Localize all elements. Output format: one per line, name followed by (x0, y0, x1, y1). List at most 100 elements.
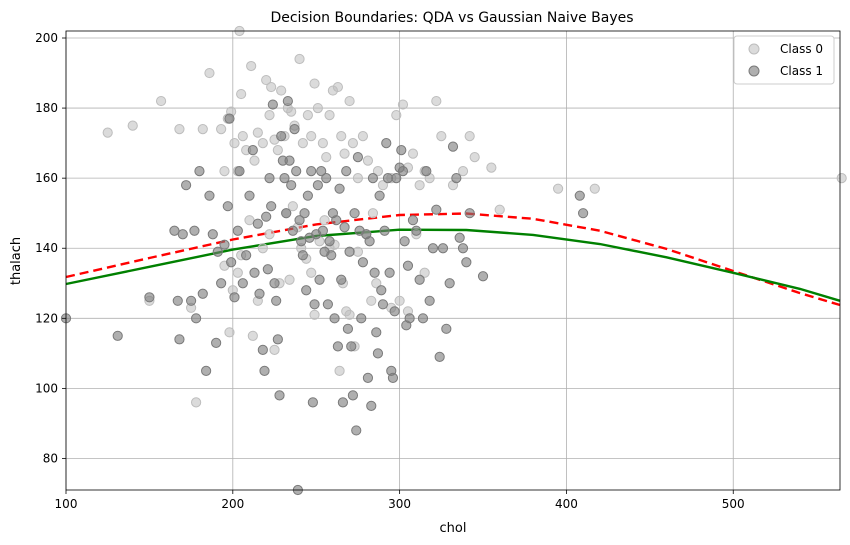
naive-bayes-boundary-line (65, 228, 841, 302)
y-axis-label: thalach (9, 237, 24, 285)
point-class-1 (222, 201, 233, 212)
point-class-1 (377, 299, 389, 310)
point-class-0 (191, 397, 202, 408)
point-class-0 (102, 127, 113, 138)
point-class-1 (194, 166, 205, 177)
point-class-1 (457, 243, 469, 254)
point-class-1 (237, 278, 248, 289)
point-class-0 (494, 204, 505, 215)
point-class-1 (341, 166, 352, 177)
y-tick-label: 160 (35, 171, 58, 185)
point-class-0 (419, 267, 430, 278)
point-class-1 (316, 166, 327, 177)
point-class-1 (317, 225, 328, 236)
point-class-1 (232, 225, 243, 236)
point-class-1 (329, 313, 340, 324)
point-class-1 (267, 99, 278, 110)
point-class-0 (372, 166, 384, 177)
point-class-1 (254, 288, 265, 299)
point-class-1 (144, 292, 155, 303)
point-class-1 (342, 323, 354, 334)
point-class-1 (326, 250, 337, 261)
point-class-0 (264, 229, 275, 240)
x-axis-label: chol (440, 521, 467, 536)
x-tick-label: 400 (555, 497, 578, 511)
point-class-1 (334, 183, 345, 194)
point-class-1 (249, 267, 260, 278)
point-class-0 (377, 180, 389, 191)
point-class-0 (332, 81, 344, 93)
point-class-1 (336, 274, 347, 285)
point-class-1 (211, 337, 222, 348)
point-class-1 (172, 295, 183, 306)
point-class-1 (399, 236, 410, 247)
point-class-0 (229, 138, 240, 149)
y-tick-label: 140 (35, 241, 58, 255)
point-class-1 (322, 299, 333, 310)
point-class-1 (204, 190, 215, 201)
point-class-1 (374, 190, 385, 201)
point-class-0 (464, 131, 475, 142)
y-tick-label: 80 (43, 451, 58, 465)
point-class-1 (241, 250, 252, 261)
point-class-1 (381, 138, 392, 149)
point-class-1 (379, 225, 390, 236)
point-class-0 (232, 267, 243, 278)
x-tick-label: 100 (55, 497, 78, 511)
point-class-0 (294, 53, 305, 65)
point-class-1 (247, 145, 258, 156)
point-class-1 (321, 173, 332, 184)
point-class-0 (236, 88, 247, 100)
legend-label-class-0: Class 0 (780, 42, 823, 56)
point-class-0 (197, 124, 208, 135)
point-class-1 (349, 208, 360, 219)
x-tick-label: 300 (388, 497, 411, 511)
point-class-0 (257, 138, 268, 149)
point-class-1 (269, 278, 280, 289)
point-class-0 (397, 99, 409, 110)
y-tick-label: 120 (35, 311, 58, 325)
point-class-0 (237, 131, 248, 142)
series-class-1 (60, 95, 589, 496)
point-class-1 (216, 278, 227, 289)
point-class-1 (189, 225, 200, 236)
point-class-1 (424, 295, 435, 306)
point-class-1 (289, 124, 300, 135)
point-class-1 (302, 190, 313, 201)
point-class-1 (181, 180, 192, 191)
point-class-0 (306, 131, 317, 142)
point-class-1 (274, 390, 285, 401)
point-class-1 (396, 145, 407, 156)
point-class-1 (197, 288, 208, 299)
x-axis: 100 200 300 400 500 (55, 490, 745, 511)
point-class-0 (336, 131, 347, 142)
legend-label-class-1: Class 1 (780, 64, 823, 78)
point-class-0 (469, 152, 480, 163)
point-class-0 (309, 309, 320, 320)
point-class-1 (339, 222, 350, 233)
point-class-0 (264, 109, 275, 121)
point-class-1 (366, 400, 377, 412)
point-class-1 (477, 271, 489, 282)
point-class-1 (169, 225, 180, 236)
point-class-1 (226, 257, 237, 268)
point-class-1 (244, 190, 255, 201)
point-class-1 (402, 260, 414, 271)
point-class-0 (352, 246, 364, 257)
decision-boundaries (65, 212, 841, 307)
point-class-0 (486, 162, 497, 173)
point-class-1 (291, 166, 302, 177)
point-class-1 (362, 372, 374, 383)
point-class-1 (407, 215, 419, 226)
point-class-0 (836, 173, 847, 184)
point-class-0 (321, 152, 332, 163)
point-class-1 (441, 323, 452, 334)
point-class-0 (357, 131, 369, 142)
series-class-0 (102, 25, 847, 408)
point-class-1 (314, 274, 325, 285)
point-class-0 (344, 309, 355, 320)
point-class-0 (261, 74, 272, 86)
point-class-0 (306, 267, 317, 278)
point-class-1 (301, 285, 312, 296)
point-class-1 (332, 341, 344, 352)
